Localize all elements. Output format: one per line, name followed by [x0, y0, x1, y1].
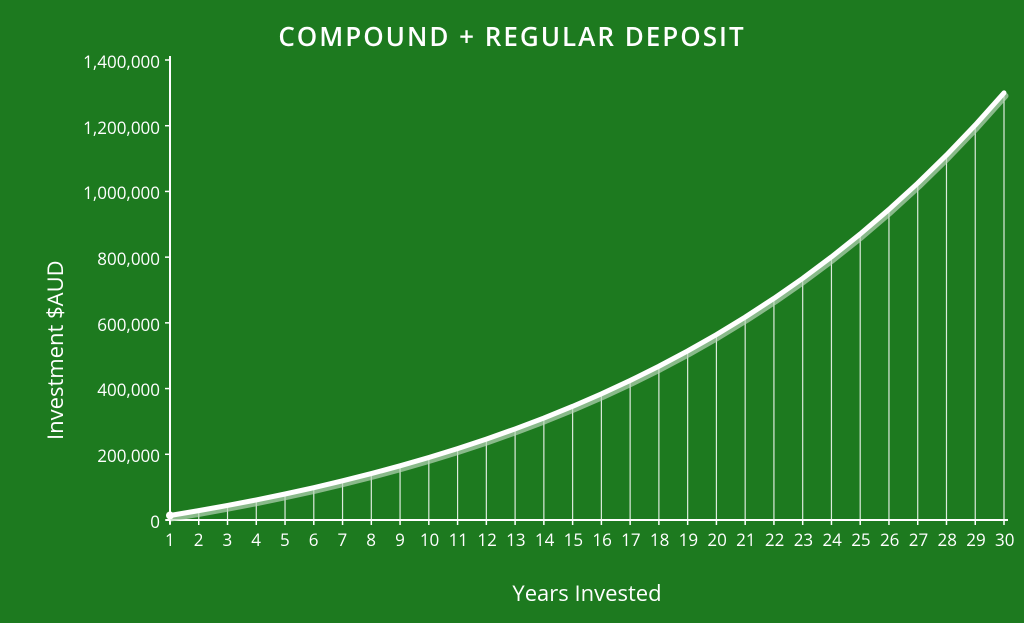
y-tick-label: 1,000,000 [83, 181, 160, 204]
x-tick-label: 27 [909, 528, 928, 551]
x-tick-label: 19 [679, 528, 698, 551]
x-tick-label: 14 [535, 528, 554, 551]
y-tick-label: 200,000 [97, 444, 160, 467]
chart-root: COMPOUND + REGULAR DEPOSIT Investment $A… [0, 0, 1024, 623]
x-tick-label: 1 [165, 528, 175, 551]
y-tick-label: 800,000 [97, 247, 160, 270]
x-tick-label: 13 [506, 528, 525, 551]
x-tick-label: 16 [592, 528, 611, 551]
x-tick-label: 18 [650, 528, 669, 551]
x-tick-label: 11 [449, 528, 468, 551]
y-tick-label: 600,000 [97, 313, 160, 336]
x-tick-label: 26 [880, 528, 899, 551]
x-tick-label: 9 [395, 528, 405, 551]
y-tick-label: 1,400,000 [83, 50, 160, 73]
x-tick-label: 30 [995, 528, 1014, 551]
x-tick-label: 28 [937, 528, 956, 551]
y-tick-label: 400,000 [97, 378, 160, 401]
x-tick-label: 8 [366, 528, 376, 551]
x-tick-label: 23 [794, 528, 813, 551]
x-tick-label: 17 [621, 528, 640, 551]
x-tick-label: 2 [194, 528, 204, 551]
x-tick-label: 20 [707, 528, 726, 551]
x-tick-label: 10 [420, 528, 439, 551]
x-tick-label: 21 [736, 528, 755, 551]
x-tick-label: 12 [477, 528, 496, 551]
x-tick-label: 29 [966, 528, 985, 551]
x-tick-label: 15 [564, 528, 583, 551]
y-tick-label: 0 [150, 510, 160, 533]
x-tick-label: 3 [223, 528, 233, 551]
x-tick-label: 6 [309, 528, 319, 551]
x-tick-label: 5 [280, 528, 290, 551]
y-tick-label: 1,200,000 [83, 116, 160, 139]
x-tick-label: 22 [765, 528, 784, 551]
x-tick-label: 7 [338, 528, 348, 551]
x-tick-label: 25 [851, 528, 870, 551]
x-tick-label: 4 [251, 528, 261, 551]
x-tick-label: 24 [822, 528, 841, 551]
